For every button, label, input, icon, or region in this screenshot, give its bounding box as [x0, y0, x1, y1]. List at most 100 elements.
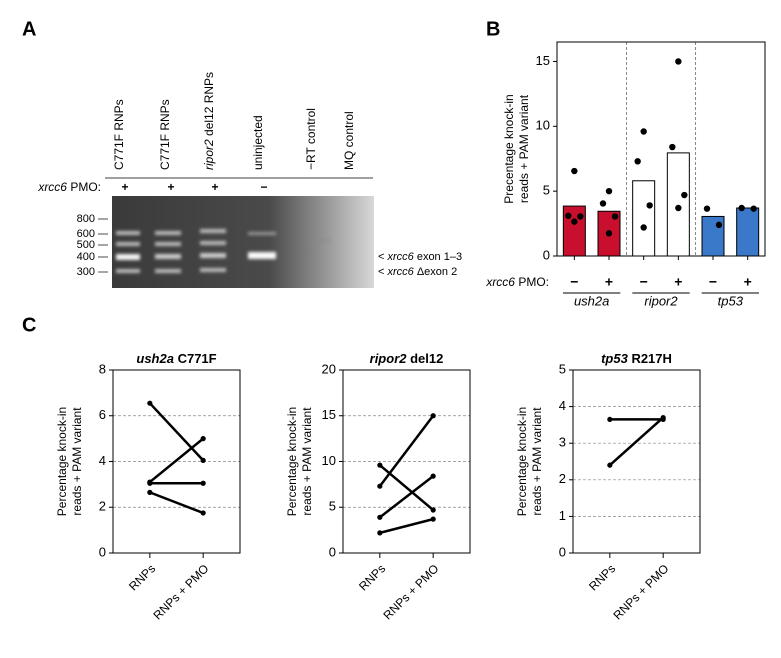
chart-title-part: ush2a — [136, 351, 174, 366]
lane-label-part: −RT control — [304, 108, 318, 170]
series-line — [148, 402, 205, 462]
point — [377, 530, 383, 536]
pmo-label: xrcc6 PMO: — [37, 180, 101, 194]
lane-label: −RT control — [304, 108, 318, 170]
ladder-label: 300 — [77, 266, 95, 278]
plot-frame — [556, 41, 766, 257]
x-tick-label: + — [744, 274, 752, 290]
pmo-label-part: xrcc6 — [37, 180, 67, 194]
lane-label-part: uninjected — [251, 115, 265, 170]
plot-frame — [572, 369, 701, 554]
pmo-label-part: PMO: — [67, 180, 101, 194]
point — [669, 143, 676, 151]
lane-label-part: del12 RNPs — [202, 72, 216, 139]
point — [715, 221, 723, 229]
y-axis-label: Precentage knock-in — [502, 94, 516, 203]
band-label: < xrcc6 Δexon 2 — [378, 266, 457, 278]
y-tick-label: 2 — [559, 471, 566, 486]
point — [577, 213, 584, 220]
lane-label-part: MQ control — [342, 111, 356, 170]
point — [565, 212, 572, 219]
panel-label: B — [486, 18, 500, 40]
point — [599, 200, 607, 207]
y-tick-label: 8 — [99, 361, 106, 376]
point — [430, 473, 436, 479]
y-tick-label: 20 — [322, 361, 336, 376]
point — [660, 414, 666, 421]
chart-title: tp53 R217H — [601, 351, 672, 366]
y-axis-label: Percentage knock-in — [285, 407, 299, 516]
point — [703, 205, 711, 212]
series-line — [149, 437, 204, 484]
x-tick-label: RNPs — [356, 561, 388, 593]
chart-title-part: tp53 — [601, 351, 629, 366]
row-label-part: PMO: — [515, 275, 549, 289]
chart-title-part: R217H — [628, 351, 672, 366]
y-tick-label: 2 — [99, 499, 106, 514]
x-tick-label: + — [674, 274, 682, 290]
y-tick-label: 10 — [536, 118, 550, 133]
x-tick-label: + — [605, 274, 613, 290]
y-tick-label: 4 — [559, 398, 566, 413]
row-label-part: xrcc6 — [485, 275, 515, 289]
point — [200, 457, 206, 463]
group-label: ush2a — [574, 293, 609, 308]
point — [611, 213, 619, 220]
lane-label-part: C771F RNPs — [158, 99, 172, 170]
x-tick-label: − — [570, 274, 578, 290]
series-line — [149, 491, 204, 515]
point — [571, 167, 578, 175]
bar — [666, 152, 690, 257]
x-tick-label: RNPs — [126, 561, 158, 593]
band-label-part: < — [378, 266, 387, 278]
y-tick-label: 0 — [329, 544, 336, 559]
band-label-part: Δexon 2 — [414, 266, 457, 278]
chart-title: ripor2 del12 — [370, 351, 444, 366]
series-line — [379, 475, 434, 519]
y-tick-label: 5 — [329, 499, 336, 514]
y-tick-label: 6 — [99, 407, 106, 422]
y-tick-label: 0 — [99, 544, 106, 559]
chart-title: ush2a C771F — [136, 351, 216, 366]
point — [738, 204, 745, 212]
point — [200, 510, 206, 516]
y-axis-label: reads + PAM variant — [70, 407, 84, 516]
series-line — [379, 464, 434, 511]
point — [430, 516, 436, 522]
point — [147, 489, 153, 495]
point — [147, 480, 153, 486]
point — [605, 187, 613, 195]
y-axis-label: Percentage knock-in — [515, 407, 529, 516]
chart-title-part: ripor2 — [370, 351, 408, 366]
y-tick-label: 15 — [536, 53, 550, 68]
point — [675, 58, 682, 65]
x-tick-label: RNPs + PMO — [380, 561, 441, 622]
bar — [632, 180, 656, 257]
point — [147, 400, 153, 406]
point — [750, 205, 757, 212]
pmo-sign: + — [211, 180, 218, 194]
x-tick-label: RNPs + PMO — [610, 561, 671, 622]
y-tick-label: 5 — [543, 183, 550, 198]
y-tick-label: 0 — [559, 544, 566, 559]
series-line — [379, 517, 434, 535]
point — [200, 480, 206, 486]
ladder-label: 600 — [77, 228, 95, 240]
y-tick-label: 1 — [559, 508, 566, 523]
x-tick-label: − — [709, 274, 717, 290]
y-axis-label: Percentage knock-in — [55, 407, 69, 516]
pmo-sign: + — [121, 180, 128, 194]
x-tick-label: RNPs — [586, 561, 618, 593]
row-label: xrcc6 PMO: — [485, 275, 549, 289]
band-label-part: exon 1–3 — [414, 251, 462, 263]
gel-image — [112, 196, 374, 288]
lane-label: C771F RNPs — [158, 99, 172, 170]
plot-frame — [112, 369, 241, 554]
y-tick-label: 0 — [543, 247, 550, 262]
x-tick-label: RNPs + PMO — [150, 561, 211, 622]
point — [571, 218, 578, 225]
band-label-part: xrcc6 — [386, 251, 414, 263]
point — [640, 224, 647, 231]
point — [607, 462, 613, 468]
band-label: < xrcc6 exon 1–3 — [378, 251, 462, 263]
